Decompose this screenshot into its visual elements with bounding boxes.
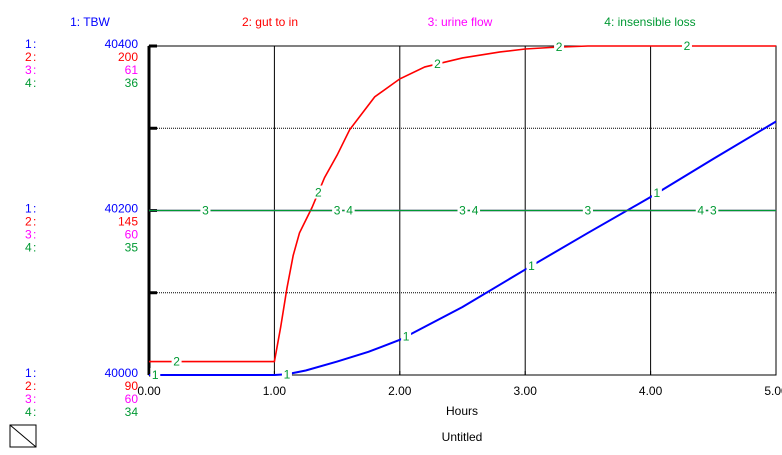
scale-series-id: 2 [25, 215, 32, 229]
x-tick-label: 0.00 [137, 384, 161, 398]
x-tick-label: 2.00 [388, 384, 412, 398]
series-marker-bg-1 [526, 258, 537, 272]
scale-colon: : [33, 63, 36, 77]
series-marker-bg-4 [470, 203, 481, 217]
marker-layer: 11111222224444433333 [150, 39, 719, 382]
scale-label-4: 36 [125, 76, 139, 90]
series-marker-bg-3 [582, 203, 593, 217]
scale-colon: : [33, 37, 36, 51]
series-marker-bg-2 [313, 185, 324, 199]
series-marker-bg-4 [695, 203, 706, 217]
page-corner-icon[interactable] [9, 424, 37, 448]
scale-colon: : [33, 392, 36, 406]
x-tick-label: 5.00 [764, 384, 782, 398]
scale-series-id: 1 [25, 202, 32, 216]
x-axis-label: Hours [446, 404, 478, 418]
scale-label-2: 90 [125, 379, 139, 393]
legend-item-1: 1: TBW [70, 15, 110, 29]
scale-label-1: 40200 [105, 202, 139, 216]
series-marker-bg-2 [554, 40, 565, 54]
series-marker-bg-1 [150, 368, 161, 381]
series-marker-bg-4 [344, 203, 355, 217]
scale-series-id: 2 [25, 50, 32, 64]
axis-layer: 0.00 1.00 2.00 3.00 4.00 5.00 [137, 44, 782, 398]
series-marker-bg-2 [681, 39, 692, 52]
series-marker-1: 1 [654, 186, 661, 200]
scale-series-id: 4 [25, 405, 32, 419]
scale-series-id: 3 [25, 63, 32, 77]
series-marker-1: 1 [284, 367, 291, 381]
series-marker-1: 1 [403, 330, 410, 344]
series-marker-bg-2 [432, 56, 443, 70]
series-marker-bg-1 [401, 329, 412, 343]
scale-colon: : [33, 379, 36, 393]
series-marker-2: 2 [556, 40, 563, 54]
series-marker-1: 1 [152, 368, 159, 382]
scale-label-2: 145 [118, 215, 138, 229]
scale-layer: 1: 40400 2: 200 3: 61 4: 36 1: 40200 2: 145 3: 60 4: 35… [25, 37, 138, 419]
series-marker-2: 2 [434, 57, 441, 71]
scale-colon: : [33, 228, 36, 242]
scale-series-id: 3 [25, 392, 32, 406]
legend-item-4: 4: insensible loss [604, 15, 695, 29]
series-marker-2: 2 [315, 186, 322, 200]
scale-series-id: 1 [25, 37, 32, 51]
scale-colon: : [33, 405, 36, 419]
x-tick-label: 1.00 [263, 384, 287, 398]
series-marker-3: 3 [585, 204, 592, 218]
scale-label-3: 60 [125, 228, 139, 242]
series-line-2 [149, 45, 776, 363]
scale-series-id: 1 [25, 366, 32, 380]
scale-label-2: 200 [118, 50, 138, 64]
scale-series-id: 4 [25, 241, 32, 255]
legend-item-3: 3: urine flow [428, 15, 493, 29]
series-marker-bg-1 [281, 367, 292, 381]
scale-label-3: 61 [125, 63, 139, 77]
series-marker-bg-3 [457, 203, 468, 217]
scale-label-4: 34 [125, 405, 139, 419]
scale-colon: : [33, 50, 36, 64]
series-marker-bg-3 [200, 203, 211, 217]
series-marker-bg-1 [651, 186, 662, 200]
series-marker-bg-3 [708, 203, 719, 217]
series-marker-1: 1 [528, 259, 535, 273]
series-marker-4: 4 [697, 204, 704, 218]
legend-layer: 1: TBW 2: gut to in 3: urine flow 4: insens… [70, 15, 696, 29]
scale-label-4: 35 [125, 241, 139, 255]
scale-label-1: 40400 [105, 37, 139, 51]
scale-label-1: 40000 [105, 366, 139, 380]
series-marker-3: 3 [334, 204, 341, 218]
scale-series-id: 4 [25, 76, 32, 90]
scale-colon: : [33, 76, 36, 90]
series-marker-bg-3 [332, 203, 343, 217]
series-marker-2: 2 [684, 39, 691, 53]
x-tick-label: 4.00 [639, 384, 663, 398]
scale-colon: : [33, 241, 36, 255]
chart-title: Untitled [442, 430, 483, 444]
scale-colon: : [33, 202, 36, 216]
series-marker-3: 3 [459, 204, 466, 218]
series-marker-bg-2 [171, 354, 182, 368]
scale-colon: : [33, 366, 36, 380]
scale-series-id: 3 [25, 228, 32, 242]
series-marker-4: 4 [472, 204, 479, 218]
series-line-1 [149, 120, 777, 376]
scale-colon: : [33, 215, 36, 229]
scale-label-3: 60 [125, 392, 139, 406]
series-marker-3: 3 [202, 204, 209, 218]
legend-item-2: 2: gut to in [242, 15, 298, 29]
scale-series-id: 2 [25, 379, 32, 393]
series-marker-2: 2 [173, 355, 180, 369]
x-tick-label: 3.00 [514, 384, 538, 398]
series-marker-3: 3 [710, 204, 717, 218]
series-marker-4: 4 [346, 204, 353, 218]
